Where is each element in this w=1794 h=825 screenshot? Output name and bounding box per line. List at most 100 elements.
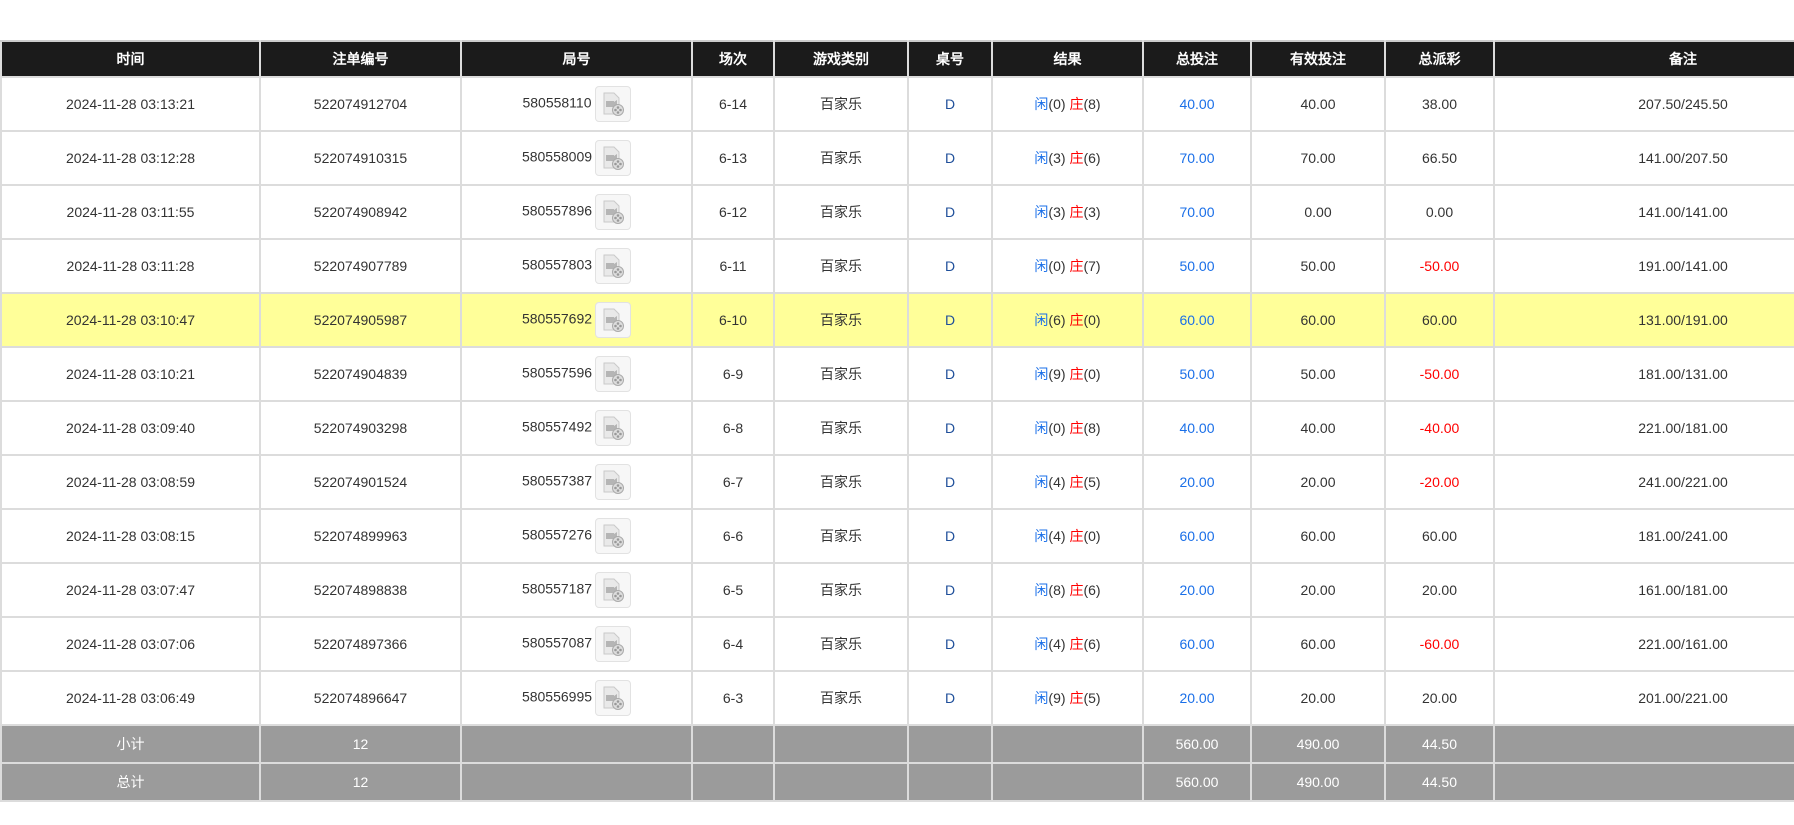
cell-game: 百家乐: [773, 670, 909, 726]
banker-score: (6): [1083, 582, 1101, 598]
player-label: 闲: [1034, 528, 1049, 544]
cell-table: D: [907, 76, 993, 132]
cell-total-bet: 70.00: [1142, 184, 1252, 240]
cell-game: 百家乐: [773, 130, 909, 186]
round-number: 580556995: [521, 688, 593, 705]
cell-bet-id: 522074905987: [259, 292, 462, 348]
banker-score: (5): [1083, 474, 1101, 490]
cell-result: 闲(9) 庄(0): [991, 346, 1144, 402]
cell-shoe: 6-14: [691, 76, 775, 132]
table-row: 2024-11-28 03:10:21 522074904839 580557596…: [0, 346, 1794, 402]
cell-note: 181.00/131.00: [1493, 346, 1794, 402]
banker-label: 庄: [1069, 258, 1084, 274]
table-row: 2024-11-28 03:07:06 522074897366 580557087…: [0, 616, 1794, 672]
round-number: 580558009: [521, 148, 593, 165]
bet-records-table: 时间 注单编号 局号 场次 游戏类别 桌号 结果 总投注 有效投注 总派彩 备注…: [0, 40, 1794, 802]
banker-label: 庄: [1069, 150, 1084, 166]
cell-shoe: 6-9: [691, 346, 775, 402]
cell-total-bet: 60.00: [1142, 508, 1252, 564]
cell-payout: 20.00: [1384, 670, 1495, 726]
video-replay-icon[interactable]: [595, 626, 632, 662]
cell-table: D: [907, 130, 993, 186]
cell-payout: 60.00: [1384, 292, 1495, 348]
banker-label: 庄: [1069, 312, 1084, 328]
player-score: (4): [1048, 636, 1066, 652]
banker-score: (7): [1083, 258, 1101, 274]
player-label: 闲: [1034, 312, 1049, 328]
cell-table: D: [907, 292, 993, 348]
cell-game: 百家乐: [773, 616, 909, 672]
cell-bet-id: 522074910315: [259, 130, 462, 186]
player-score: (0): [1048, 96, 1066, 112]
video-replay-icon[interactable]: [595, 140, 632, 176]
video-replay-icon[interactable]: [594, 86, 631, 122]
video-replay-icon[interactable]: [595, 464, 632, 500]
video-replay-icon[interactable]: [595, 302, 632, 338]
player-score: (4): [1048, 528, 1066, 544]
banker-score: (8): [1083, 96, 1101, 112]
cell-time: 2024-11-28 03:07:47: [0, 562, 261, 618]
header-bet-id: 注单编号: [259, 40, 462, 78]
banker-score: (8): [1083, 420, 1101, 436]
player-label: 闲: [1034, 366, 1049, 382]
summary-payout: 44.50: [1384, 724, 1495, 764]
cell-valid-bet: 0.00: [1250, 184, 1386, 240]
cell-table: D: [907, 670, 993, 726]
total-row: 总计 12 560.00 490.00 44.50: [0, 762, 1794, 802]
header-time: 时间: [0, 40, 261, 78]
cell-bet-id: 522074908942: [259, 184, 462, 240]
cell-table: D: [907, 562, 993, 618]
cell-shoe: 6-3: [691, 670, 775, 726]
player-score: (3): [1048, 150, 1066, 166]
cell-result: 闲(4) 庄(6): [991, 616, 1144, 672]
cell-time: 2024-11-28 03:11:28: [0, 238, 261, 294]
table-row: 2024-11-28 03:06:49 522074896647 580556995…: [0, 670, 1794, 726]
cell-game: 百家乐: [773, 508, 909, 564]
header-payout: 总派彩: [1384, 40, 1495, 78]
video-replay-icon[interactable]: [595, 410, 632, 446]
cell-total-bet: 50.00: [1142, 238, 1252, 294]
cell-table: D: [907, 184, 993, 240]
video-replay-icon[interactable]: [595, 356, 632, 392]
cell-round: 580556995: [460, 670, 693, 726]
cell-game: 百家乐: [773, 76, 909, 132]
summary-valid-bet: 490.00: [1250, 762, 1386, 802]
player-label: 闲: [1034, 150, 1049, 166]
round-number: 580558110: [522, 94, 592, 111]
cell-time: 2024-11-28 03:09:40: [0, 400, 261, 456]
player-label: 闲: [1034, 420, 1049, 436]
video-replay-icon[interactable]: [595, 680, 632, 716]
cell-note: 207.50/245.50: [1493, 76, 1794, 132]
banker-score: (0): [1083, 312, 1101, 328]
cell-time: 2024-11-28 03:08:15: [0, 508, 261, 564]
cell-table: D: [907, 346, 993, 402]
cell-bet-id: 522074898838: [259, 562, 462, 618]
player-label: 闲: [1034, 690, 1049, 706]
video-replay-icon[interactable]: [595, 248, 632, 284]
player-label: 闲: [1034, 258, 1049, 274]
table-row: 2024-11-28 03:11:55 522074908942 580557896…: [0, 184, 1794, 240]
cell-payout: 0.00: [1384, 184, 1495, 240]
cell-note: 191.00/141.00: [1493, 238, 1794, 294]
table-row: 2024-11-28 03:10:47 522074905987 580557692…: [0, 292, 1794, 348]
cell-result: 闲(3) 庄(3): [991, 184, 1144, 240]
cell-payout: 20.00: [1384, 562, 1495, 618]
cell-result: 闲(4) 庄(0): [991, 508, 1144, 564]
video-replay-icon[interactable]: [595, 518, 632, 554]
round-number: 580557596: [521, 364, 593, 381]
video-replay-icon[interactable]: [595, 194, 632, 230]
round-number: 580557492: [521, 418, 593, 435]
cell-shoe: 6-12: [691, 184, 775, 240]
cell-note: 241.00/221.00: [1493, 454, 1794, 510]
cell-note: 141.00/207.50: [1493, 130, 1794, 186]
video-replay-icon[interactable]: [595, 572, 632, 608]
player-label: 闲: [1034, 582, 1049, 598]
cell-note: 201.00/221.00: [1493, 670, 1794, 726]
cell-total-bet: 60.00: [1142, 292, 1252, 348]
cell-time: 2024-11-28 03:08:59: [0, 454, 261, 510]
cell-total-bet: 40.00: [1142, 76, 1252, 132]
player-score: (9): [1048, 690, 1066, 706]
cell-shoe: 6-7: [691, 454, 775, 510]
round-number: 580557387: [521, 472, 593, 489]
banker-score: (5): [1083, 690, 1101, 706]
